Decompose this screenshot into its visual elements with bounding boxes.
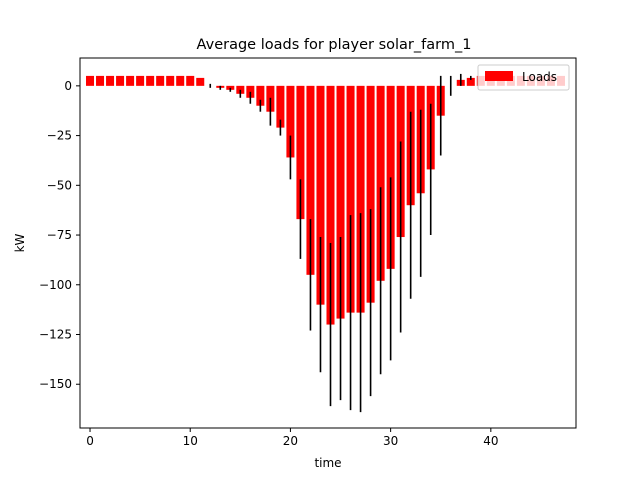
bar	[366, 85, 375, 303]
bar	[466, 77, 475, 86]
bar	[276, 85, 285, 128]
bar	[136, 75, 145, 86]
bar	[326, 85, 335, 325]
bar	[376, 85, 385, 281]
y-tick-label: −25	[47, 129, 72, 143]
bar	[196, 77, 205, 86]
plot-frame	[79, 57, 577, 429]
y-tick-label: −75	[47, 228, 72, 242]
x-tick-label: 30	[383, 434, 398, 448]
bars-group	[86, 75, 565, 325]
x-tick-label: 20	[283, 434, 298, 448]
x-axis-label: time	[314, 456, 341, 470]
y-tick-label: 0	[64, 79, 72, 93]
bar	[336, 85, 345, 319]
bar	[96, 75, 105, 86]
y-tick-label: −150	[39, 377, 72, 391]
bar	[176, 75, 185, 86]
y-tick-label: −100	[39, 278, 72, 292]
bar	[156, 75, 165, 86]
chart-title: Average loads for player solar_farm_1	[197, 37, 472, 53]
bar	[306, 85, 315, 275]
bar	[166, 75, 175, 86]
bar	[146, 75, 155, 86]
bar	[346, 85, 355, 313]
y-axis-label: kW	[13, 233, 27, 252]
legend: Loads	[477, 64, 570, 91]
bar	[86, 75, 95, 86]
bar	[286, 85, 295, 158]
bar	[116, 75, 125, 86]
x-tick-label: 10	[183, 434, 198, 448]
bar	[106, 75, 115, 86]
y-tick-label: −125	[39, 328, 72, 342]
error-bars-group	[209, 73, 472, 413]
legend-swatch-loads	[485, 71, 513, 81]
y-tick-label: −50	[47, 178, 72, 192]
x-tick-label: 0	[86, 434, 94, 448]
bar	[126, 75, 135, 86]
x-ticks-group: 0 10 20 30 40	[86, 428, 498, 448]
bar	[256, 85, 265, 106]
bar	[316, 85, 325, 305]
bar	[356, 85, 365, 313]
bar	[186, 75, 195, 86]
y-ticks-group: 0 −25 −50 −75 −100 −125 −150	[39, 79, 80, 391]
x-tick-label: 40	[483, 434, 498, 448]
legend-label-loads: Loads	[522, 70, 557, 84]
bar	[296, 85, 305, 220]
